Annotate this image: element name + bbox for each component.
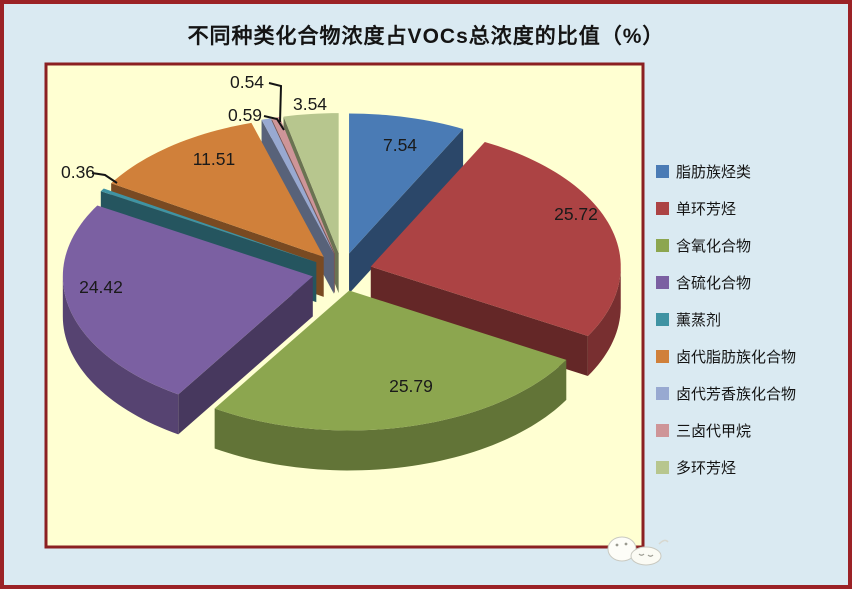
legend-label: 单环芳烃 (676, 200, 737, 218)
pie-chart-3d: 7.54 25.72 25.79 24.42 0.36 11.51 0.59 0.54 3.54 (44, 62, 669, 566)
legend-item: 脂肪族烃类 (656, 160, 796, 182)
slice-outer-wall (214, 359, 567, 471)
slice-value-label: 11.51 (193, 149, 236, 169)
legend-swatch (656, 201, 669, 215)
pie-slice-单环芳烃 (370, 141, 621, 376)
slice-top-face (271, 116, 335, 254)
slice-value-label: 0.59 (228, 105, 262, 125)
slice-value-label: 0.54 (230, 72, 264, 92)
slice-side-wall (178, 276, 313, 435)
pie-slice-脂肪族烃类 (349, 113, 464, 294)
legend-item: 单环芳烃 (656, 197, 796, 219)
legend-item: 薰蒸剂 (656, 308, 796, 330)
slice-side-wall (370, 266, 588, 376)
legend-swatch (656, 386, 669, 400)
label-leader-line (263, 115, 285, 131)
slice-value-label: 0.36 (61, 162, 95, 182)
slice-top-face (111, 122, 324, 257)
slice-value-label: 3.54 (293, 94, 327, 114)
slice-value-label: 24.42 (79, 277, 123, 297)
slice-value-label: 7.54 (383, 135, 417, 155)
legend-item: 三卤代甲烷 (656, 419, 796, 441)
legend-item: 多环芳烃 (656, 456, 796, 478)
label-leader-line (91, 172, 118, 184)
slice-top-face (214, 290, 567, 431)
legend-swatch (656, 164, 669, 178)
slice-value-label: 25.72 (554, 204, 598, 224)
slice-outer-wall (62, 276, 179, 435)
slice-top-face (370, 141, 621, 336)
legend-swatch (656, 275, 669, 289)
legend-label: 含氧化合物 (676, 237, 752, 255)
legend-swatch (656, 349, 669, 363)
legend-label: 薰蒸剂 (676, 311, 722, 329)
slice-top-face (349, 113, 464, 254)
legend-swatch (656, 312, 669, 326)
pie-slice-含硫化合物 (62, 205, 313, 435)
legend-item: 卤代脂肪族化合物 (656, 345, 796, 367)
slice-outer-wall (587, 267, 621, 376)
slice-top-face (62, 205, 313, 395)
slice-value-label: 25.79 (389, 376, 433, 396)
legend-label: 脂肪族烃类 (676, 163, 752, 181)
chart-title: 不同种类化合物浓度占VOCs总浓度的比值（%） (187, 25, 665, 48)
slice-top-face (100, 188, 317, 263)
legend-item: 卤代芳香族化合物 (656, 382, 796, 404)
legend-label: 卤代芳香族化合物 (676, 385, 797, 403)
legend-label: 含硫化合物 (676, 274, 752, 292)
slice-top-face (283, 113, 339, 254)
legend-label: 三卤代甲烷 (676, 422, 752, 440)
legend-swatch (656, 238, 669, 252)
legend-label: 多环芳烃 (676, 459, 737, 477)
legend: 脂肪族烃类单环芳烃含氧化合物含硫化合物薰蒸剂卤代脂肪族化合物 卤代芳香族化合物 三卤… (656, 160, 796, 493)
legend-swatch (656, 423, 669, 437)
legend-label: 卤代脂肪族化合物 (676, 348, 797, 366)
slice-top-face (261, 118, 334, 254)
legend-item: 含硫化合物 (656, 271, 796, 293)
watermark-sticker (607, 536, 669, 566)
legend-swatch (656, 460, 669, 474)
label-leader-line (268, 82, 283, 123)
pie-slice-含氧化合物 (214, 290, 567, 471)
legend-item: 含氧化合物 (656, 234, 796, 256)
slice-side-wall (349, 128, 464, 294)
